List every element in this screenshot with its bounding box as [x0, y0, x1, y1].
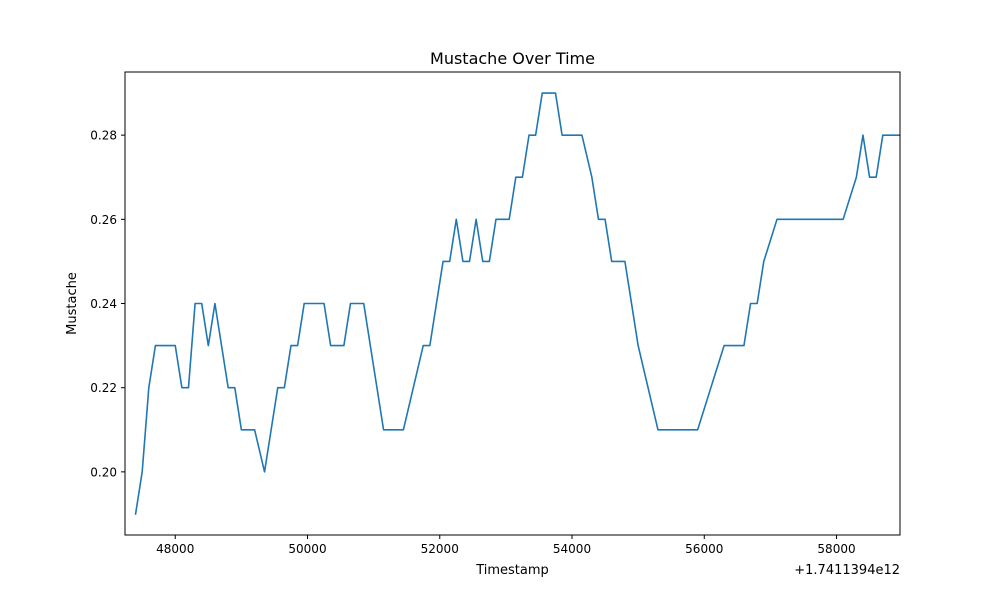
x-axis-ticks: 48000 50000 52000 54000 56000 58000	[156, 535, 856, 556]
x-tick-label: 54000	[553, 542, 591, 556]
x-tick-label: 58000	[817, 542, 855, 556]
x-axis-offset-label: +1.7411394e12	[794, 563, 900, 578]
y-tick-label: 0.24	[90, 297, 117, 311]
y-tick-label: 0.20	[90, 465, 117, 479]
series-line-0	[134, 92, 901, 515]
line-layer	[134, 92, 901, 515]
y-tick-label: 0.22	[90, 381, 117, 395]
y-tick-label: 0.26	[90, 213, 117, 227]
x-tick-label: 52000	[421, 542, 459, 556]
x-tick-label: 50000	[288, 542, 326, 556]
x-axis-label: Timestamp	[475, 563, 549, 578]
chart-title: Mustache Over Time	[430, 49, 595, 68]
y-axis-ticks: 0.20 0.22 0.24 0.26 0.28	[90, 129, 125, 479]
y-tick-label: 0.28	[90, 129, 117, 143]
y-axis-label: Mustache	[65, 272, 80, 335]
plot-frame	[124, 71, 901, 536]
x-tick-label: 48000	[156, 542, 194, 556]
x-tick-label: 56000	[685, 542, 723, 556]
